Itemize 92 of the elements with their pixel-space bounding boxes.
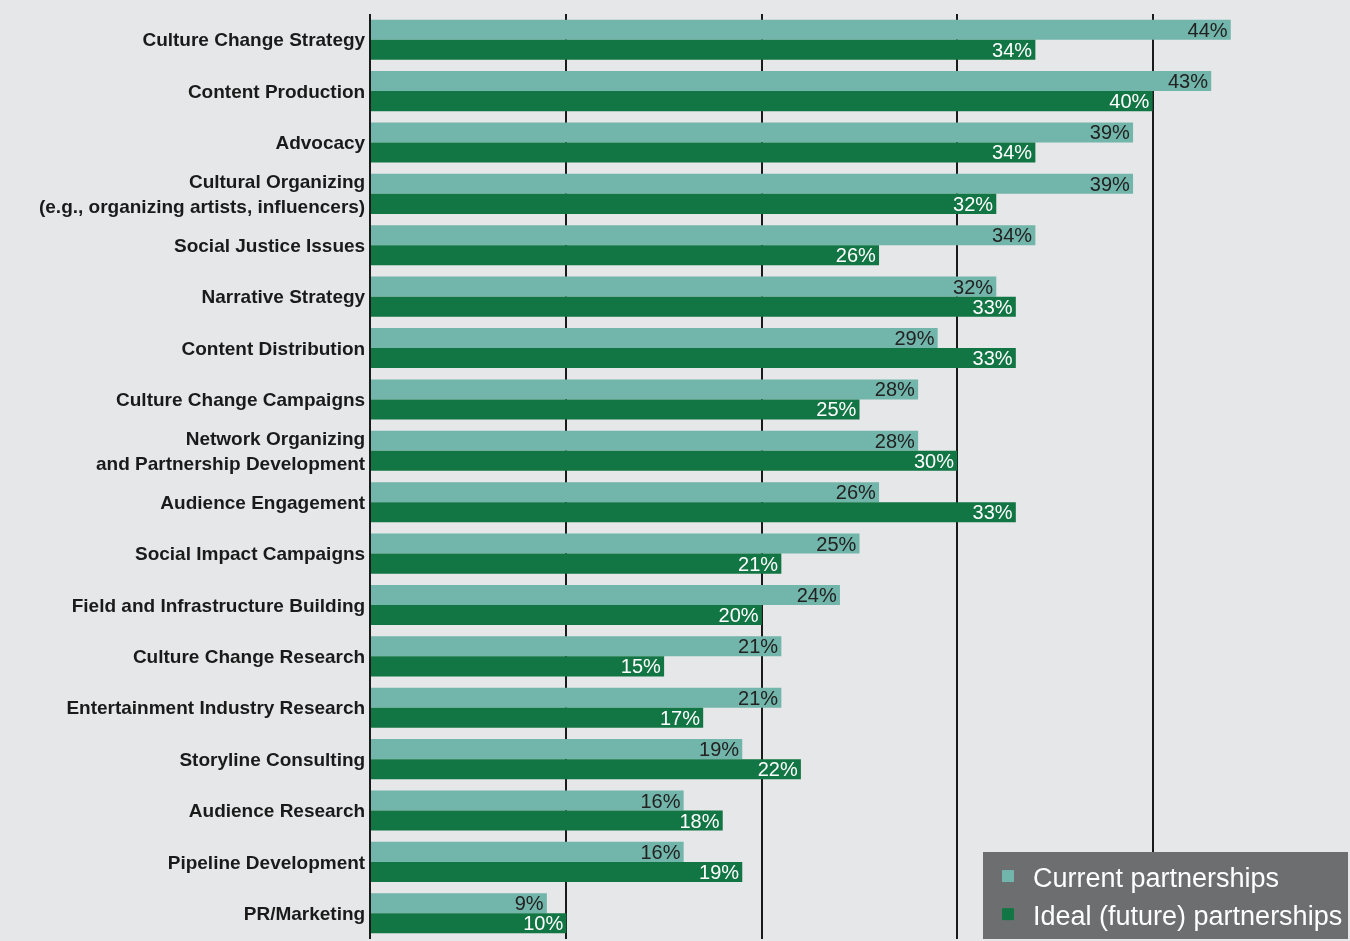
data-label: 40% bbox=[1109, 90, 1150, 113]
y-tick-label: Advocacy bbox=[275, 132, 366, 154]
bar bbox=[371, 553, 782, 574]
data-label: 32% bbox=[953, 275, 994, 298]
data-label: 30% bbox=[913, 449, 955, 472]
y-tick-label: PR/Marketing bbox=[243, 902, 366, 924]
data-label: 43% bbox=[1167, 70, 1209, 93]
data-label: 33% bbox=[972, 347, 1013, 370]
y-tick-label: Social Impact Campaigns bbox=[135, 543, 366, 565]
bar bbox=[371, 759, 801, 780]
bar bbox=[371, 327, 938, 349]
data-label: 21% bbox=[738, 686, 779, 709]
bar bbox=[371, 739, 743, 760]
bar bbox=[371, 142, 1036, 163]
bar bbox=[371, 502, 1016, 523]
data-label: 28% bbox=[874, 429, 916, 452]
data-label: 19% bbox=[699, 860, 740, 883]
bar bbox=[371, 790, 684, 811]
legend-label: Ideal (future) partnerships bbox=[1033, 900, 1343, 931]
bar bbox=[371, 584, 840, 605]
bar bbox=[371, 91, 1153, 112]
data-label: 25% bbox=[816, 532, 857, 555]
y-tick-label: Pipeline Development bbox=[167, 851, 366, 873]
data-label: 26% bbox=[835, 244, 877, 267]
bar bbox=[371, 841, 684, 862]
data-label: 17% bbox=[659, 706, 701, 729]
bar bbox=[371, 656, 665, 677]
y-tick-label: Culture Change Campaigns bbox=[116, 389, 366, 411]
bar bbox=[371, 399, 860, 420]
bar bbox=[371, 173, 1134, 194]
data-label: 34% bbox=[992, 141, 1033, 164]
data-label: 29% bbox=[894, 327, 935, 350]
bar bbox=[371, 276, 997, 297]
y-tick-label: Content Distribution bbox=[181, 337, 366, 359]
bar bbox=[371, 810, 723, 831]
data-label: 15% bbox=[620, 655, 662, 678]
bar bbox=[371, 893, 547, 914]
bar bbox=[371, 225, 1036, 246]
data-label: 33% bbox=[972, 295, 1013, 318]
legend-label: Current partnerships bbox=[1033, 862, 1280, 893]
bar bbox=[371, 450, 958, 471]
bar bbox=[371, 122, 1134, 143]
bar bbox=[371, 71, 1212, 92]
data-label: 19% bbox=[699, 738, 740, 761]
bar bbox=[371, 913, 567, 934]
data-label: 24% bbox=[796, 583, 837, 606]
data-label: 20% bbox=[718, 603, 759, 626]
data-label: 10% bbox=[523, 912, 564, 935]
bar bbox=[371, 19, 1231, 40]
data-label: 34% bbox=[992, 38, 1033, 61]
data-label: 26% bbox=[835, 481, 877, 504]
y-tick-label: Entertainment Industry Research bbox=[66, 697, 366, 719]
y-tick-label: Storyline Consulting bbox=[179, 748, 366, 770]
y-tick-label: Narrative Strategy bbox=[201, 286, 366, 308]
data-label: 33% bbox=[972, 501, 1013, 524]
bar bbox=[371, 39, 1036, 60]
data-label: 21% bbox=[738, 552, 779, 575]
bar bbox=[371, 636, 782, 657]
data-label: 44% bbox=[1187, 18, 1228, 41]
data-label: 22% bbox=[757, 758, 798, 781]
bar bbox=[371, 193, 997, 214]
bar bbox=[371, 482, 880, 503]
data-label: 28% bbox=[874, 378, 916, 401]
bar bbox=[371, 379, 919, 400]
y-tick-label: Field and Infrastructure Building bbox=[71, 594, 366, 616]
y-tick-label: Content Production bbox=[187, 80, 366, 102]
bar bbox=[371, 296, 1016, 317]
bar bbox=[371, 348, 1016, 369]
y-tick-label: Cultural Organizing (e.g., organizing artists, influencers) bbox=[38, 171, 366, 217]
data-label: 21% bbox=[738, 635, 779, 658]
y-tick-label: Audience Research bbox=[188, 800, 366, 822]
y-tick-label: Culture Change Strategy bbox=[142, 29, 366, 51]
bar bbox=[371, 245, 880, 266]
bar bbox=[371, 430, 919, 451]
bar bbox=[371, 861, 743, 882]
data-label: 16% bbox=[640, 789, 681, 812]
bar bbox=[371, 687, 782, 708]
y-tick-label: Social Justice Issues bbox=[174, 234, 366, 256]
bar bbox=[371, 604, 762, 626]
data-label: 18% bbox=[679, 809, 720, 832]
y-tick-label: Audience Engagement bbox=[160, 491, 366, 513]
data-label: 16% bbox=[640, 840, 681, 863]
y-tick-label: Network Organizing and Partnership Development bbox=[95, 428, 366, 474]
data-label: 39% bbox=[1089, 172, 1131, 195]
data-label: 32% bbox=[953, 192, 994, 215]
data-label: 25% bbox=[816, 398, 857, 421]
bar bbox=[371, 533, 860, 554]
data-label: 9% bbox=[514, 892, 544, 915]
data-label: 34% bbox=[992, 224, 1033, 247]
y-tick-label: Culture Change Research bbox=[132, 646, 366, 668]
data-label: 39% bbox=[1089, 121, 1131, 144]
bar bbox=[371, 707, 704, 728]
